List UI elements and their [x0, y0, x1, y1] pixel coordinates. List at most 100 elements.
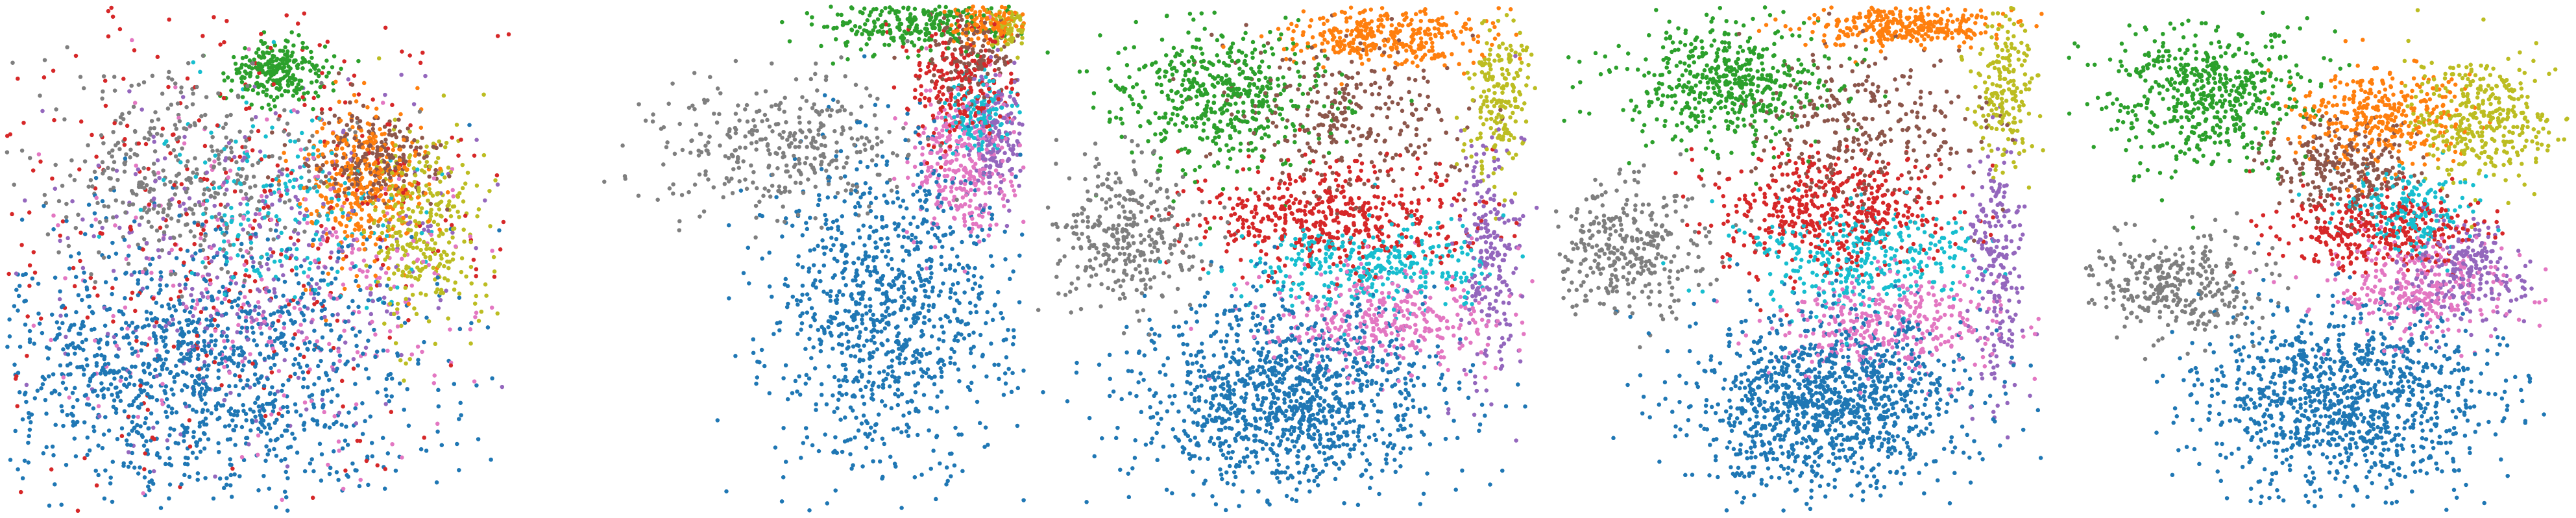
scatter-point	[189, 321, 194, 326]
scatter-point	[273, 438, 278, 443]
scatter-point	[877, 370, 882, 375]
scatter-point	[92, 211, 97, 216]
scatter-point	[268, 45, 273, 51]
scatter-point	[250, 264, 256, 269]
scatter-point	[969, 347, 973, 351]
scatter-point	[169, 410, 175, 415]
scatter-point	[298, 307, 302, 312]
scatter-point	[193, 327, 198, 331]
scatter-point	[389, 376, 395, 381]
scatter-point	[160, 367, 165, 372]
scatter-point	[356, 195, 360, 201]
scatter-point	[5, 134, 10, 138]
scatter-point	[174, 410, 179, 415]
scatter-point	[426, 219, 431, 224]
scatter-point	[358, 267, 362, 273]
scatter-point	[880, 317, 885, 322]
scatter-point	[350, 261, 355, 265]
scatter-point	[241, 214, 246, 219]
scatter-point	[936, 293, 942, 298]
scatter-point	[20, 476, 25, 481]
scatter-point	[247, 58, 252, 63]
scatter-point	[347, 127, 352, 132]
scatter-point	[350, 82, 355, 87]
scatter-point	[378, 245, 383, 250]
scatter-point	[206, 272, 212, 277]
scatter-point	[244, 267, 249, 273]
scatter-point	[292, 177, 297, 182]
scatter-point	[286, 378, 291, 382]
scatter-point	[121, 461, 126, 466]
scatter-point	[722, 182, 727, 186]
scatter-point	[823, 432, 827, 437]
scatter-point	[16, 293, 21, 299]
scatter-point	[190, 344, 195, 349]
scatter-point	[387, 199, 391, 203]
scatter-point	[321, 270, 325, 275]
scatter-point	[202, 432, 207, 436]
scatter-point	[189, 340, 194, 345]
scatter-point	[47, 346, 52, 351]
scatter-point	[233, 384, 238, 389]
scatter-point	[420, 221, 425, 226]
scatter-point	[185, 425, 190, 430]
scatter-point	[204, 317, 209, 322]
scatter-point	[258, 261, 262, 265]
scatter-point	[332, 114, 337, 118]
scatter-point	[860, 394, 865, 399]
scatter-point	[842, 165, 846, 170]
scatter-point	[873, 163, 879, 167]
scatter-point	[273, 391, 277, 397]
scatter-point	[334, 153, 339, 158]
scatter-point	[125, 326, 130, 331]
scatter-point	[239, 241, 244, 247]
scatter-point	[956, 331, 961, 336]
scatter-point	[132, 219, 137, 224]
scatter-point	[291, 108, 297, 113]
scatter-point	[1002, 60, 1007, 64]
scatter-point	[217, 247, 223, 252]
scatter-point	[840, 449, 845, 454]
scatter-point	[327, 178, 332, 182]
scatter-point	[221, 247, 226, 252]
scatter-point	[809, 22, 814, 27]
scatter-point	[105, 332, 110, 336]
scatter-point	[313, 71, 319, 76]
scatter-point	[219, 361, 224, 365]
scatter-point	[176, 441, 181, 446]
scatter-point	[280, 382, 286, 388]
scatter-point	[301, 313, 306, 317]
scatter-point	[300, 291, 306, 296]
scatter-point	[127, 382, 132, 386]
scatter-point	[373, 242, 378, 247]
scatter-point	[163, 462, 168, 467]
scatter-point	[252, 278, 258, 284]
scatter-point	[201, 212, 206, 217]
scatter-point	[743, 177, 747, 182]
scatter-point	[831, 243, 836, 247]
scatter-point	[236, 346, 240, 351]
scatter-point	[93, 175, 99, 180]
scatter-point	[238, 174, 243, 179]
scatter-point	[377, 275, 382, 280]
scatter-point	[57, 326, 62, 330]
scatter-point	[457, 467, 461, 473]
scatter-point	[106, 8, 111, 14]
scatter-point	[285, 508, 290, 513]
scatter-point	[315, 174, 321, 179]
scatter-point	[388, 175, 393, 180]
scatter-point	[230, 78, 234, 83]
scatter-point	[171, 283, 176, 288]
scatter-point	[325, 40, 330, 44]
scatter-point	[226, 140, 232, 145]
scatter-point	[387, 129, 392, 133]
scatter-point	[197, 421, 202, 425]
scatter-point	[144, 439, 149, 444]
scatter-point	[222, 232, 227, 237]
scatter-point	[959, 432, 964, 437]
scatter-point	[276, 412, 281, 416]
scatter-point	[281, 405, 286, 410]
scatter-point	[945, 315, 950, 320]
scatter-point	[832, 375, 837, 380]
scatter-point	[249, 235, 253, 240]
